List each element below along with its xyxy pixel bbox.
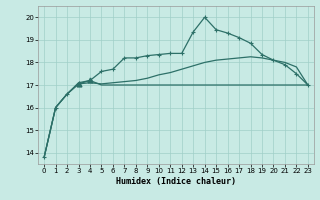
X-axis label: Humidex (Indice chaleur): Humidex (Indice chaleur) [116, 177, 236, 186]
